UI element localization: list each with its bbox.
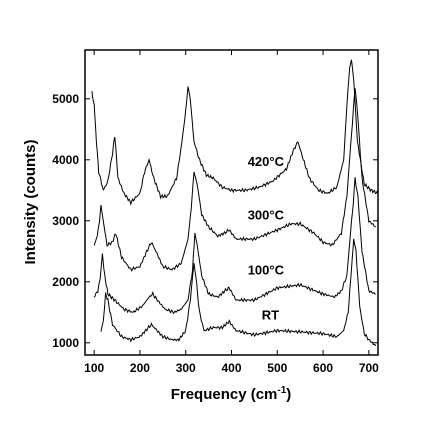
series-line-3 xyxy=(93,88,376,272)
series-label: 420°C xyxy=(248,154,285,169)
series-lines xyxy=(91,59,379,347)
series-line-1 xyxy=(100,238,377,347)
x-axis-title-superscript: -1 xyxy=(277,385,286,396)
plot-frame xyxy=(84,49,379,356)
y-tick-label: 1000 xyxy=(52,336,79,350)
y-axis: 1000 2000 3000 4000 5000 xyxy=(52,92,378,350)
series-line-2 xyxy=(93,177,376,315)
x-tick-label: 300 xyxy=(176,361,196,375)
series-labels: 420°C 300°C 100°C RT xyxy=(248,154,285,323)
x-tick-label: 100 xyxy=(84,361,104,375)
y-tick-label: 3000 xyxy=(52,214,79,228)
x-axis-title-close: ) xyxy=(286,386,291,403)
y-tick-label: 2000 xyxy=(52,275,79,289)
x-tick-label: 200 xyxy=(130,361,150,375)
series-line-4 xyxy=(91,59,379,206)
x-axis-title-main: Frequency (cm xyxy=(171,386,278,403)
x-tick-label: 400 xyxy=(221,361,241,375)
x-tick-label: 700 xyxy=(359,361,379,375)
x-tick-label: 500 xyxy=(267,361,287,375)
x-axis: 100 200 300 400 500 600 700 xyxy=(84,50,379,375)
series-label: 100°C xyxy=(248,262,285,277)
series-label: 300°C xyxy=(248,208,285,223)
y-tick-label: 4000 xyxy=(52,153,79,167)
y-axis-title: Intensity (counts) xyxy=(22,139,39,264)
series-label: RT xyxy=(262,308,279,323)
y-tick-label: 5000 xyxy=(52,92,79,106)
x-tick-label: 600 xyxy=(313,361,333,375)
x-axis-title: Frequency (cm-1) xyxy=(171,385,292,403)
